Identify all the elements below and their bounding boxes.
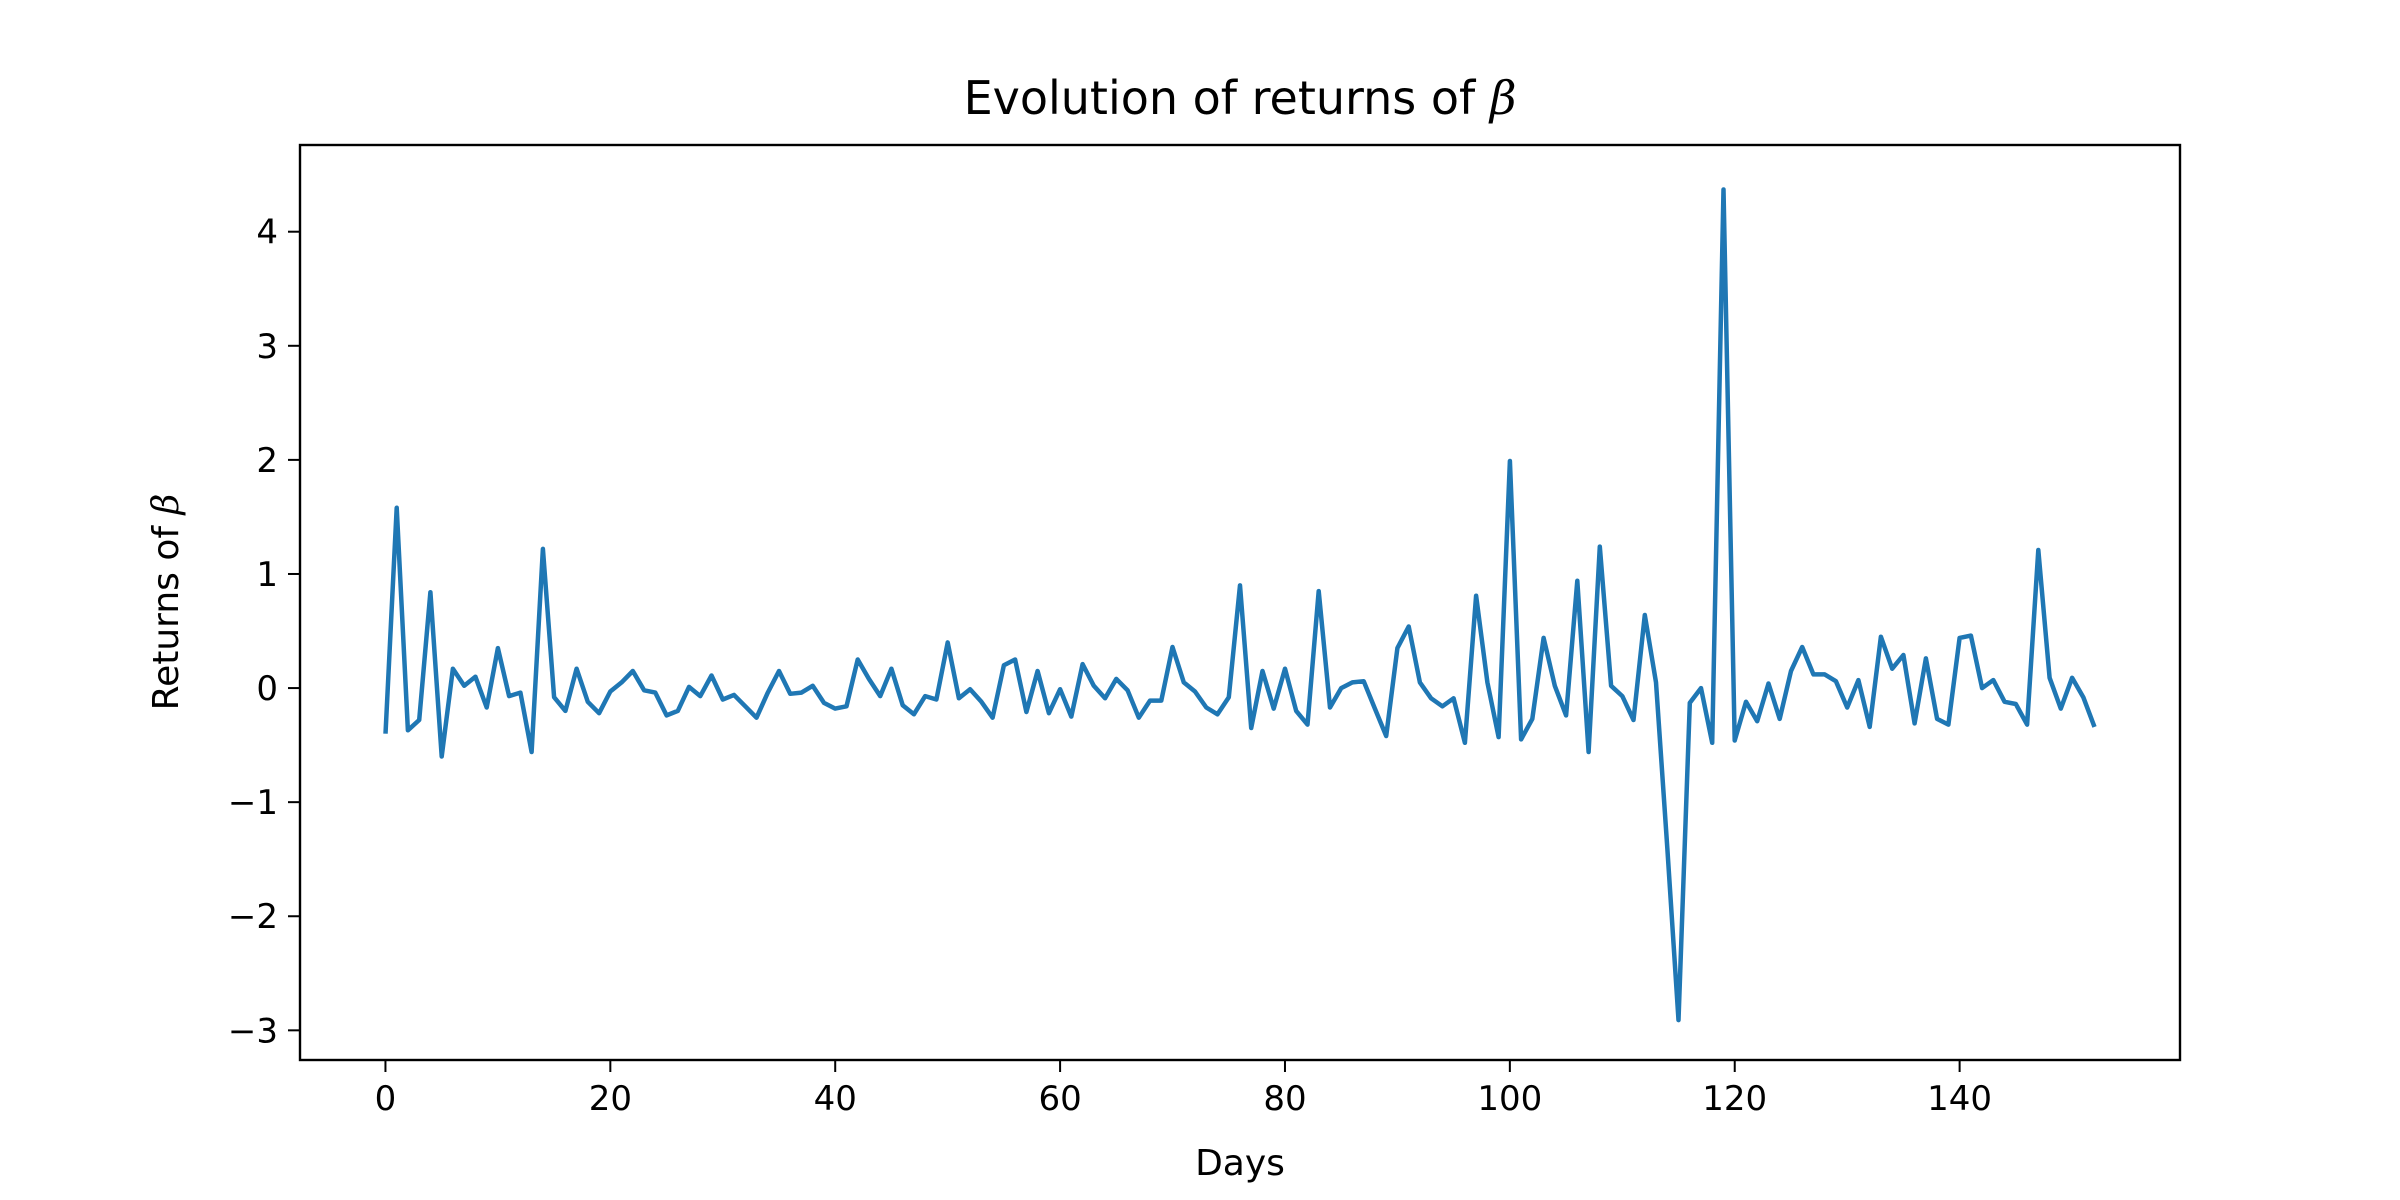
x-tick-label: 120 [1702,1079,1767,1119]
y-tick-label: −1 [228,783,278,823]
y-tick-label: 2 [256,441,278,481]
y-axis: −3 −2 −1 0 1 2 3 4 [228,213,300,1051]
x-tick-label: 20 [589,1079,632,1119]
plot-frame [298,143,2182,1062]
y-tick-label: −2 [228,897,278,937]
series-line [383,187,2097,1023]
x-axis-title: Days [1195,1143,1285,1184]
x-tick-label: 100 [1477,1079,1542,1119]
y-axis-title: Returns of β [146,494,187,711]
y-tick-label: 4 [256,213,278,253]
y-tick-label: 3 [256,327,278,367]
y-tick-label: −3 [228,1011,278,1051]
y-tick-label: 1 [256,555,278,595]
x-tick-label: 0 [375,1079,397,1119]
x-axis: 0 20 40 60 80 100 120 140 [375,1060,1992,1119]
y-tick-label: 0 [256,669,278,709]
chart-title: Evolution of returns of β [964,71,1517,125]
x-tick-label: 60 [1038,1079,1081,1119]
x-tick-label: 80 [1263,1079,1306,1119]
plot-area: 0 20 40 60 80 100 120 140 −3 −2 −1 0 1 2 3 4 [228,143,2182,1119]
x-tick-label: 40 [814,1079,857,1119]
x-tick-label: 140 [1927,1079,1992,1119]
